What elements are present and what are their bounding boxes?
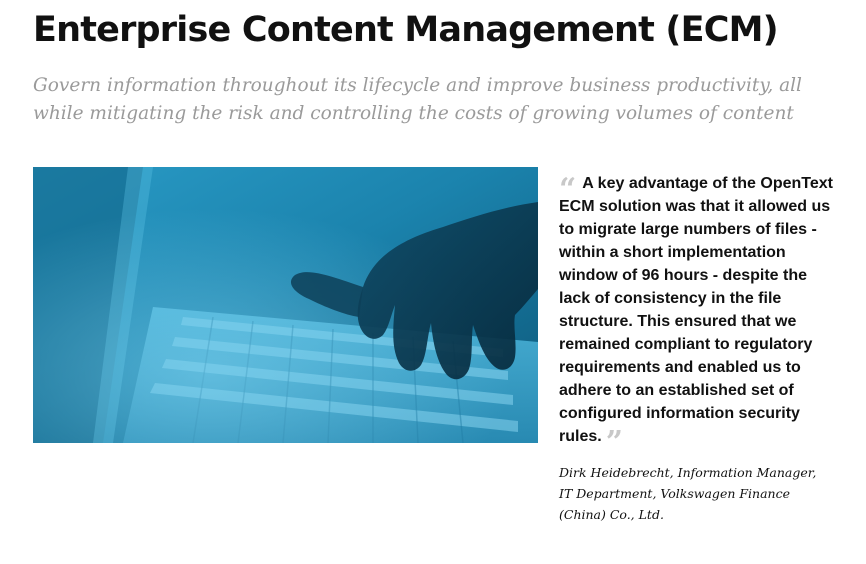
open-quote-icon: “ xyxy=(559,172,577,207)
quote-text: A key advantage of the OpenText ECM solu… xyxy=(559,175,833,445)
hero-image-keyboard-hand xyxy=(33,167,538,443)
page-subtitle: Govern information throughout its lifecy… xyxy=(33,75,802,124)
testimonial-quote: “A key advantage of the OpenText ECM sol… xyxy=(559,172,839,525)
quote-attribution: Dirk Heidebrecht, Information Manager, I… xyxy=(559,465,817,522)
quote-text-paragraph: “A key advantage of the OpenText ECM sol… xyxy=(559,172,839,458)
page-title: Enterprise Content Management (ECM) xyxy=(33,10,779,50)
close-quote-icon: ” xyxy=(605,425,623,460)
